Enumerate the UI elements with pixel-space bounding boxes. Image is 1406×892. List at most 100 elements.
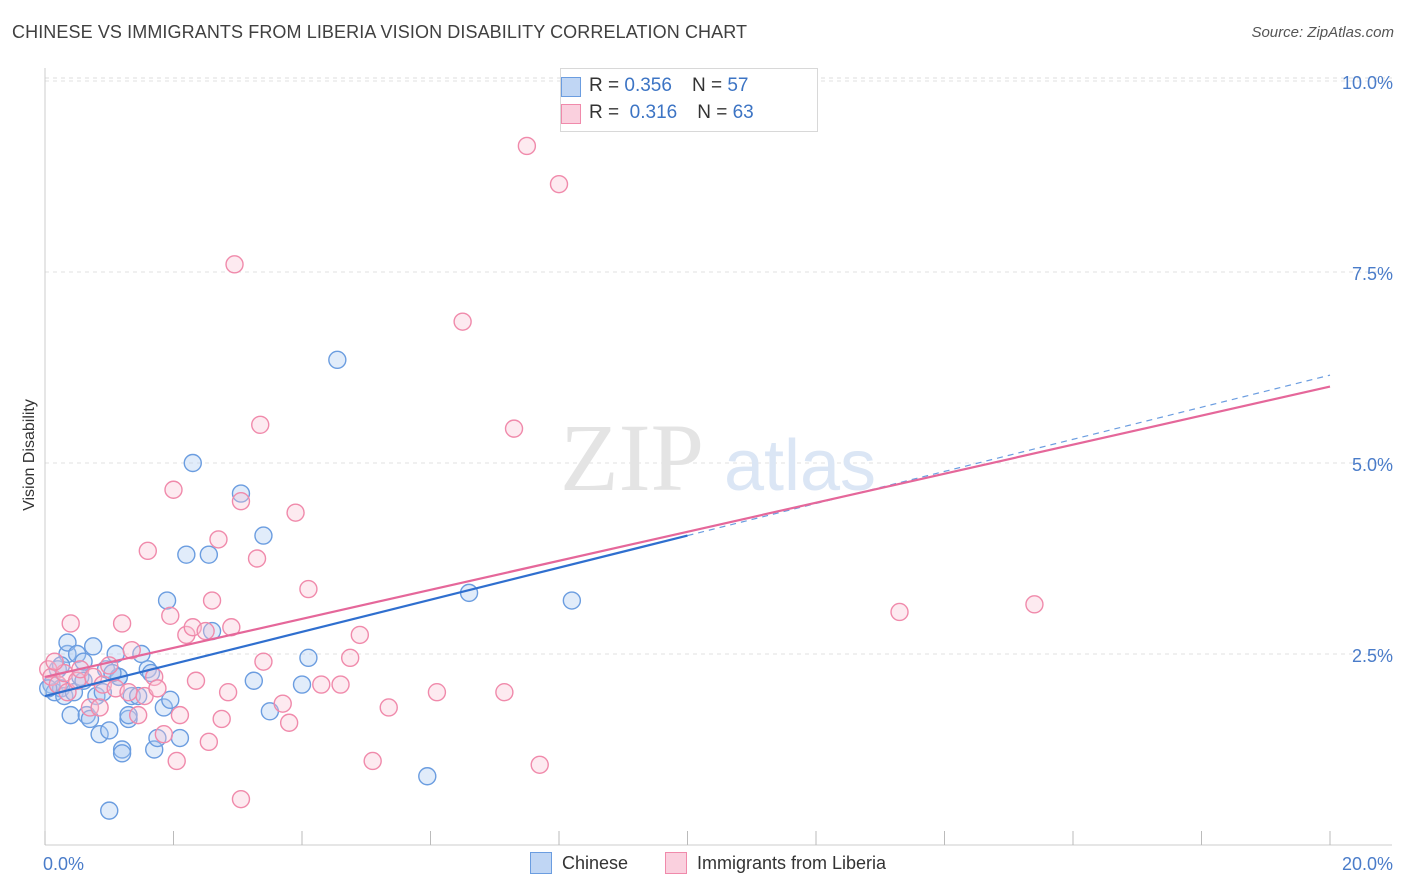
n-value: 57 [727,75,749,96]
point-liberia [231,492,251,511]
point-chinese [231,484,251,503]
point-liberia [363,751,382,771]
trend-line-liberia [44,385,1331,678]
point-liberia [504,419,524,438]
point-chinese [83,637,103,656]
point-liberia [128,705,148,725]
x-tick-labels: 0.0% 20.0% [43,854,1393,874]
point-liberia [279,713,299,732]
stats-row-liberia: R = 0.316 N = 63 [561,100,754,126]
point-chinese [254,526,273,545]
r-label: R = [589,102,620,123]
point-chinese [459,583,479,603]
stats-row-chinese: R = 0.356 N = 57 [561,73,749,99]
point-chinese [244,671,264,690]
point-liberia [100,656,119,675]
r-value: 0.316 [629,102,678,123]
point-chinese [161,690,180,710]
point-liberia [225,255,244,274]
point-liberia [61,614,80,633]
chart-title: CHINESE VS IMMIGRANTS FROM LIBERIA VISIO… [12,22,748,42]
axes [44,68,1392,846]
y-tick-label: 5.0% [1352,455,1393,475]
point-liberia [247,549,267,568]
data-points [39,136,1044,820]
point-chinese [39,679,58,698]
point-liberia [251,415,270,434]
point-liberia [331,675,350,694]
point-liberia [45,652,64,671]
n-label: N = [697,102,728,123]
point-chinese [418,767,437,786]
legend-label-liberia: Immigrants from Liberia [697,852,887,873]
point-chinese [112,744,132,763]
y-tick-labels: 2.5% 5.0% 7.5% 10.0% [1342,73,1393,666]
n-label: N = [691,75,723,96]
point-chinese [100,801,119,820]
point-liberia [299,579,318,599]
legend-item-chinese[interactable]: Chinese [530,852,628,874]
legend-label-chinese: Chinese [562,852,629,873]
trend-line-chinese [44,534,688,698]
point-liberia [350,625,370,645]
r-value: 0.356 [624,75,672,96]
y-tick-label: 2.5% [1352,646,1393,666]
point-chinese [145,740,164,759]
point-liberia [453,312,472,331]
point-chinese [119,705,138,725]
point-liberia [218,683,238,702]
point-liberia [286,503,305,522]
point-liberia [209,530,228,549]
point-liberia [119,683,138,702]
point-liberia [161,606,180,625]
source-label: Source: ZipAtlas.com [1251,24,1394,41]
point-chinese [100,721,119,740]
gridlines [45,77,1392,655]
point-chinese [177,545,196,564]
point-liberia [495,683,514,702]
point-chinese [170,728,190,748]
point-liberia [138,541,158,561]
stats-legend: R = 0.356 N = 57 R = 0.316 N = 63 [560,68,818,132]
point-liberia [167,751,186,771]
point-liberia [90,698,109,717]
watermark-zip: ZIP [560,404,704,511]
y-tick-label: 7.5% [1352,264,1393,284]
point-liberia [890,602,909,622]
trend-line-chinese-extension [687,374,1331,537]
legend-item-liberia[interactable]: Immigrants from Liberia [665,852,886,874]
point-liberia [196,621,215,641]
x-tick-label-min: 0.0% [43,854,84,874]
legend-swatch-liberia [665,852,687,874]
point-chinese [128,686,148,706]
r-label: R = [589,75,620,96]
point-liberia [164,480,183,499]
x-tick-label-max: 20.0% [1342,854,1393,874]
point-liberia [231,789,251,809]
point-liberia [312,675,331,694]
point-chinese [61,705,80,725]
point-liberia [427,683,447,702]
point-liberia [530,755,549,774]
point-liberia [186,671,206,690]
series-legend: Chinese Immigrants from Liberia [0,852,1406,878]
point-liberia [379,698,398,717]
point-liberia [517,136,537,156]
legend-swatch-chinese [530,852,552,874]
point-chinese [183,453,202,473]
point-liberia [340,648,360,668]
watermark-atlas: atlas [724,426,876,506]
point-liberia [80,698,100,717]
y-tick-label: 10.0% [1342,73,1393,93]
swatch-liberia [561,104,581,124]
point-liberia [154,725,174,744]
swatch-chinese [561,77,581,97]
point-liberia [202,591,222,610]
point-liberia [122,640,141,660]
point-liberia [549,174,569,194]
point-liberia [1025,595,1044,614]
point-chinese [157,591,177,610]
point-liberia [212,709,231,729]
trend-lines [44,374,1331,698]
